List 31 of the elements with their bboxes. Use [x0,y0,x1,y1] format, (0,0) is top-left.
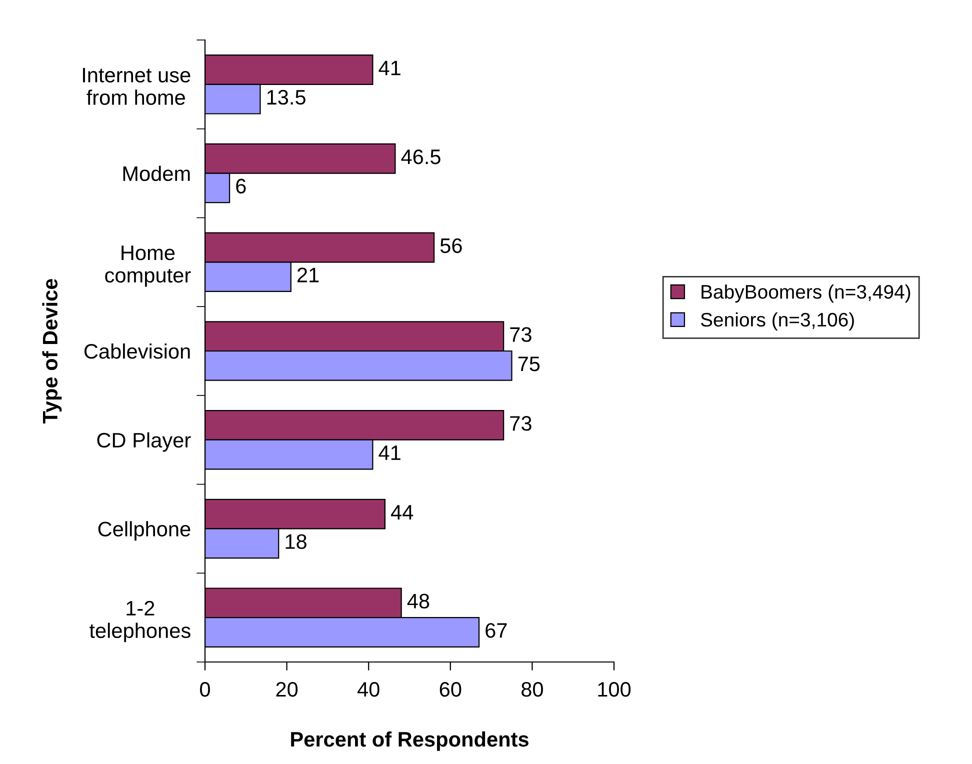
data-label: 48 [407,594,430,608]
data-label: 75 [518,356,540,372]
data-label: 6 [236,178,246,194]
x-tick-label: 80 [522,682,543,697]
y-axis-title: Type of Device [42,278,62,424]
data-label: 67 [486,623,507,638]
data-label: 56 [440,238,462,254]
data-label: 46.5 [401,149,440,164]
x-tick-label: 0 [200,682,210,697]
data-label: 44 [390,505,414,520]
x-tick-label: 20 [276,682,298,697]
data-label: 73 [510,416,532,431]
data-label: 21 [297,268,319,282]
legend-label: Seniors (n=3,106) [700,312,854,330]
x-tick-label: 100 [598,682,631,697]
y-tick-label: CD Player [97,432,191,452]
y-tick-label: Modem [123,166,190,182]
data-label: 18 [286,534,306,549]
data-label: 41 [378,60,400,76]
x-axis-title: Percent of Respondents [291,731,528,751]
x-tick-label: 40 [357,682,380,697]
data-label: 73 [510,327,532,342]
y-tick-label: Cablevision [84,343,190,359]
data-label: 13.5 [267,90,306,105]
legend-label: BabyBoomers (n=3,494) [702,284,910,303]
y-tick-label: Home computer [105,246,191,287]
x-tick-label: 60 [440,682,462,697]
y-tick-label: 1-2 telephones [89,600,190,642]
y-tick-label: Cellphone [98,521,190,541]
data-label: 41 [378,446,400,460]
y-tick-label: Internet use from home [83,68,190,105]
